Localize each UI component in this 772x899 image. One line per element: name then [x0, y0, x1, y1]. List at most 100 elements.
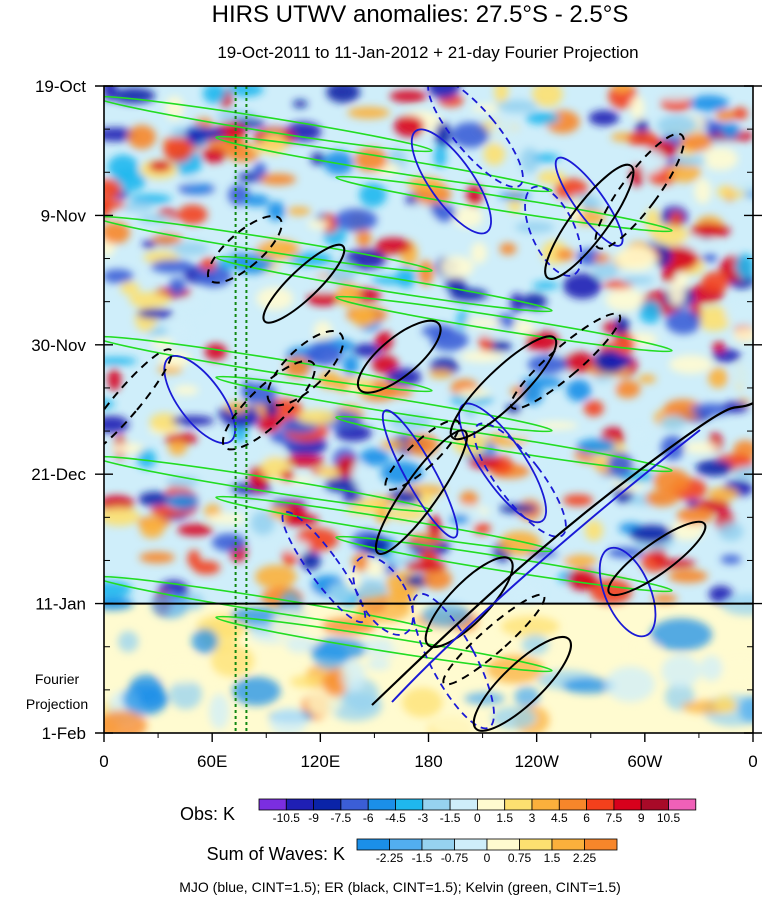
obs-anomaly-blob — [356, 228, 372, 248]
anomaly-field — [104, 86, 753, 733]
obs-anomaly-blob — [735, 253, 753, 280]
obs-anomaly-blob — [515, 221, 555, 233]
projection-anomaly-blob — [150, 591, 190, 619]
obs-anomaly-blob — [179, 299, 203, 309]
obs-anomaly-blob — [265, 401, 278, 417]
obs-anomaly-blob — [371, 355, 399, 374]
kelvin-contour — [335, 415, 673, 473]
obs-anomaly-blob — [620, 275, 655, 285]
colorbar-tick-label: -10.5 — [273, 811, 301, 825]
er-contour — [221, 359, 316, 451]
kelvin-contour — [104, 575, 433, 633]
obs-anomaly-blob — [137, 308, 173, 319]
colorbar-tick-label: 3 — [529, 811, 536, 825]
obs-anomaly-blob — [150, 259, 194, 274]
obs-anomaly-blob — [257, 414, 281, 433]
x-tick-label: 120W — [514, 752, 558, 771]
colorbar-tick-label: 6 — [583, 811, 590, 825]
obs-anomaly-blob — [326, 86, 361, 103]
kelvin-contour — [104, 215, 433, 273]
obs-anomaly-blob — [267, 201, 286, 221]
obs-anomaly-blob — [374, 237, 412, 255]
projection-anomaly-blob — [169, 678, 203, 710]
mjo-contour — [381, 409, 459, 539]
kelvin-contour — [215, 135, 553, 193]
obs-anomaly-blob — [296, 409, 338, 425]
obs-anomaly-blob — [292, 99, 308, 108]
obs-anomaly-blob — [395, 266, 417, 289]
obs-anomaly-blob — [226, 86, 264, 97]
obs-anomaly-blob — [654, 245, 672, 267]
colorbar-swatch — [519, 838, 553, 851]
obs-anomaly-blob — [380, 461, 424, 485]
obs-anomaly-blob — [669, 211, 684, 227]
projection-anomaly-blob — [421, 603, 471, 628]
obs-anomaly-blob — [605, 288, 645, 312]
kelvin-contour — [215, 615, 553, 673]
obs-anomaly-blob — [498, 530, 541, 556]
obs-anomaly-blob — [439, 256, 474, 278]
obs-anomaly-blob — [675, 155, 707, 166]
obs-anomaly-blob — [732, 327, 753, 343]
obs-anomaly-blob — [306, 291, 340, 307]
colorbar-tick-label: -0.75 — [441, 851, 469, 865]
colorbar-swatch — [486, 838, 520, 851]
y-tick-label: 21-Dec — [31, 465, 86, 484]
mjo-contour — [473, 422, 567, 538]
obs-anomaly-blob — [468, 456, 502, 469]
obs-colorbar: -10.5 -9 -7.5 -6 -4.5 -3 -1.5 0 1.5 3 4.5 6 7.5 9 10.5 — [258, 798, 697, 825]
obs-anomaly-blob — [720, 554, 742, 565]
obs-anomaly-blob — [104, 178, 122, 199]
obs-anomaly-blob — [138, 491, 171, 507]
colorbar-tick-label: 0.75 — [508, 851, 532, 865]
obs-anomaly-blob — [645, 490, 679, 507]
colorbar-swatch — [454, 838, 488, 851]
projection-anomaly-blob — [562, 677, 615, 694]
colorbar-tick-label: 1.5 — [544, 851, 561, 865]
obs-anomaly-blob — [334, 208, 378, 232]
kelvin-contour — [104, 455, 433, 513]
obs-anomaly-blob — [165, 319, 192, 342]
er-contour — [594, 132, 685, 250]
obs-anomaly-blob — [499, 242, 517, 255]
obs-anomaly-blob — [107, 154, 139, 180]
obs-anomaly-blob — [171, 241, 210, 256]
obs-anomaly-blob — [612, 86, 632, 93]
obs-anomaly-blob — [615, 246, 658, 271]
obs-anomaly-blob — [732, 107, 748, 120]
obs-anomaly-blob — [473, 522, 491, 535]
obs-anomaly-blob — [668, 569, 708, 583]
er-contour-large — [371, 402, 753, 706]
obs-anomaly-blob — [327, 582, 353, 604]
obs-anomaly-blob — [668, 354, 713, 374]
obs-anomaly-blob — [321, 214, 339, 233]
obs-anomaly-blob — [186, 183, 210, 192]
obs-anomaly-blob — [187, 549, 201, 568]
colorbar-tick-label: -6 — [363, 811, 374, 825]
obs-anomaly-blob — [307, 219, 330, 229]
obs-anomaly-blob — [562, 554, 598, 568]
er-contour — [266, 330, 345, 407]
obs-anomaly-blob — [638, 300, 662, 324]
obs-anomaly-blob — [254, 564, 297, 589]
obs-anomaly-blob — [518, 439, 552, 465]
obs-anomaly-blob — [280, 470, 295, 482]
obs-anomaly-blob — [645, 208, 660, 233]
projection-anomaly-blob — [210, 644, 255, 678]
colorbar-swatch — [613, 798, 642, 811]
obs-anomaly-blob — [195, 265, 232, 288]
obs-anomaly-blob — [513, 319, 535, 336]
colorbar-swatch — [668, 798, 697, 811]
colorbar-swatch — [367, 798, 396, 811]
obs-anomaly-blob — [163, 137, 193, 163]
obs-anomaly-blob — [129, 194, 172, 205]
obs-anomaly-blob — [562, 494, 594, 507]
projection-anomaly-blob — [285, 635, 315, 654]
obs-anomaly-blob — [499, 192, 531, 201]
obs-anomaly-blob — [676, 507, 714, 525]
obs-anomaly-blob — [261, 133, 287, 155]
projection-label-line1: Fourier — [35, 671, 80, 687]
obs-anomaly-blob — [422, 568, 453, 590]
projection-anomaly-blob — [401, 687, 443, 718]
obs-anomaly-blob — [532, 281, 559, 290]
